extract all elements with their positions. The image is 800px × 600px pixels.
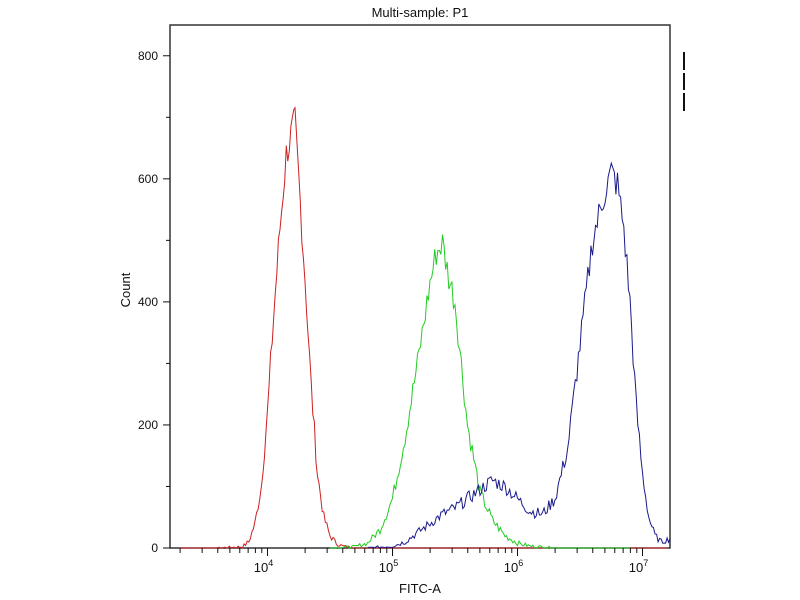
y-tick-label: 800: [138, 49, 158, 63]
y-tick-label: 200: [138, 418, 158, 432]
x-tick-exponent: 5: [393, 558, 398, 568]
series-green-histogram: [330, 234, 630, 549]
chart-title: Multi-sample: P1: [372, 5, 469, 20]
axis-layer: 104 105 106 107 0 200 400 600 800: [138, 49, 648, 575]
y-tick-label: 0: [151, 541, 158, 555]
y-tick-label: 400: [138, 295, 158, 309]
x-tick-exponent: 4: [268, 558, 273, 568]
series-blue-histogram: [367, 161, 671, 549]
x-tick-label: 106: [504, 558, 523, 575]
x-tick-exponent: 6: [518, 558, 523, 568]
x-axis-label: FITC-A: [399, 581, 441, 596]
x-tick-label: 105: [379, 558, 398, 575]
plot-frame: [169, 24, 671, 549]
x-tick-exponent: 7: [643, 558, 648, 568]
y-axis-label: Count: [118, 272, 133, 307]
x-tick-label: 107: [629, 558, 648, 575]
series-red-histogram: [180, 106, 668, 549]
y-tick-label: 600: [138, 172, 158, 186]
series-layer: [180, 106, 671, 549]
x-tick-label: 104: [254, 558, 273, 575]
